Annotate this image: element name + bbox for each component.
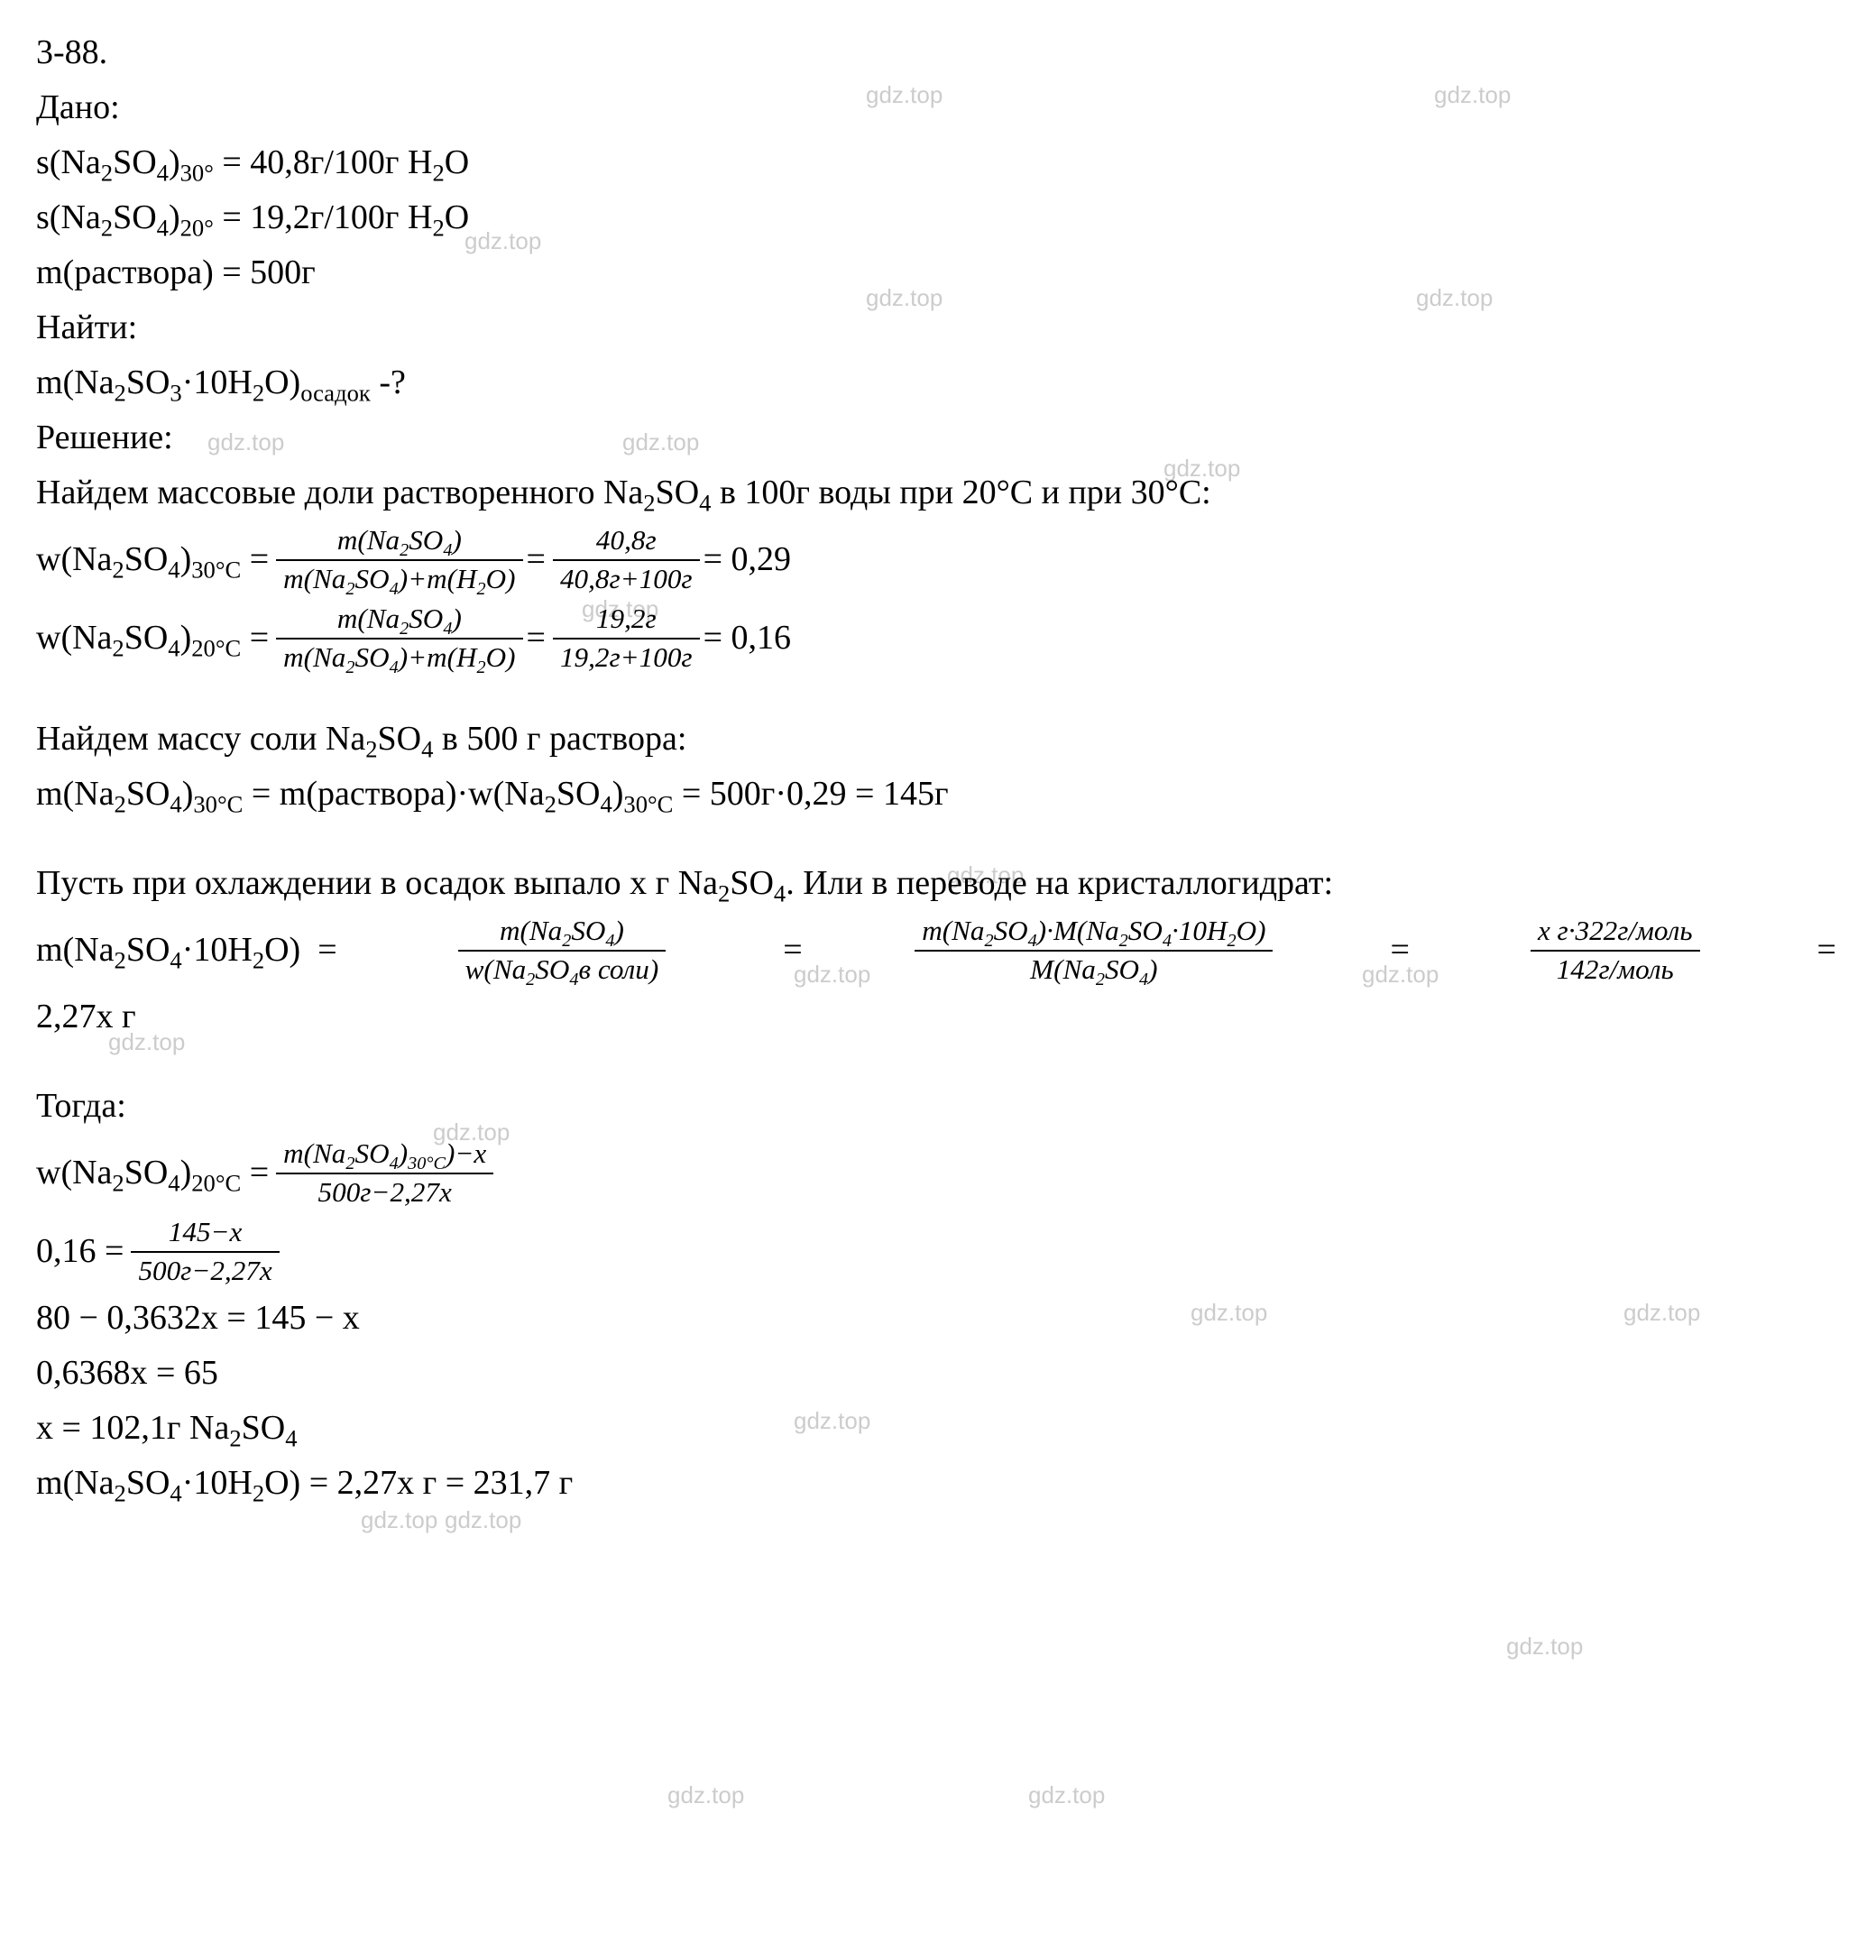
eq-lhs: 0,16 = — [36, 1226, 124, 1277]
problem-number: 3-88. — [36, 27, 1840, 78]
fraction: m(Na2SO4)30°C)−x 500г−2,27х — [276, 1136, 493, 1210]
equation-row: 0,16 = 145−x 500г−2,27х — [36, 1214, 1840, 1289]
denominator: M(Na2SO4) — [915, 952, 1273, 989]
eq-rhs: = 0,16 — [704, 612, 791, 664]
given-label: Дано: — [36, 82, 1840, 133]
denominator: 500г−2,27х — [276, 1174, 493, 1211]
denominator: m(Na2SO4)+m(H2O) — [276, 640, 522, 676]
denominator: 40,8г+100г — [553, 561, 700, 598]
watermark: gdz.top — [445, 1506, 521, 1534]
fraction: 40,8г 40,8г+100г — [553, 522, 700, 597]
eq-mid: = — [527, 534, 546, 585]
denominator: 19,2г+100г — [553, 640, 700, 676]
eq-lhs: w(Na2SO4)20°C = — [36, 612, 269, 664]
eq-mid: = — [1382, 925, 1418, 976]
calc-line: х = 102,1г Na2SO4 — [36, 1403, 1840, 1454]
find-label: Найти: — [36, 302, 1840, 354]
then-label: Тогда: — [36, 1081, 1840, 1132]
fraction: х г·322г/моль 142г/моль — [1531, 913, 1700, 988]
page-root: gdz.top gdz.top gdz.top gdz.top gdz.top … — [36, 27, 1840, 1509]
numerator: m(Na2SO4)30°C)−x — [276, 1136, 493, 1174]
solution-label: Решение: — [36, 412, 1840, 464]
calc-line: 80 − 0,3632х = 145 − х — [36, 1293, 1840, 1344]
watermark: gdz.top — [1028, 1781, 1105, 1809]
watermark: gdz.top — [667, 1781, 744, 1809]
fraction: m(Na2SO4)·M(Na2SO4·10H2O) M(Na2SO4) — [915, 913, 1273, 988]
fraction: 145−x 500г−2,27х — [131, 1214, 279, 1289]
equation-row: m(Na2SO4·10H2O) = m(Na2SO4) w(Na2SO4в со… — [36, 913, 1840, 988]
eq-mid: = — [527, 612, 546, 664]
equation-row: w(Na2SO4)20°C = m(Na2SO4) m(Na2SO4)+m(H2… — [36, 601, 1840, 676]
fraction: 19,2г 19,2г+100г — [553, 601, 700, 676]
numerator: m(Na2SO4) — [276, 522, 522, 561]
eq-mid: = — [775, 925, 803, 976]
numerator: 19,2г — [553, 601, 700, 640]
eq-rhs: = 0,29 — [704, 534, 791, 585]
numerator: х г·322г/моль — [1531, 913, 1700, 952]
equation-row: w(Na2SO4)20°C = m(Na2SO4)30°C)−x 500г−2,… — [36, 1136, 1840, 1210]
calc-line: 0,6368х = 65 — [36, 1348, 1840, 1399]
fraction: m(Na2SO4) m(Na2SO4)+m(H2O) — [276, 601, 522, 676]
numerator: m(Na2SO4) — [458, 913, 667, 952]
watermark: gdz.top — [361, 1506, 437, 1534]
fraction: m(Na2SO4) m(Na2SO4)+m(H2O) — [276, 522, 522, 597]
eq-lhs: w(Na2SO4)20°C = — [36, 1147, 269, 1199]
numerator: m(Na2SO4) — [276, 601, 522, 640]
find-line: m(Na2SO3·10H2O)осадок -? — [36, 357, 1840, 409]
equation-row: w(Na2SO4)30°C = m(Na2SO4) m(Na2SO4)+m(H2… — [36, 522, 1840, 597]
step-text: Пусть при охлаждении в осадок выпало х г… — [36, 858, 1840, 909]
numerator: m(Na2SO4)·M(Na2SO4·10H2O) — [915, 913, 1273, 952]
numerator: 145−x — [131, 1214, 279, 1253]
result-line: m(Na2SO4·10H2O) = 2,27х г = 231,7 г — [36, 1458, 1840, 1509]
denominator: m(Na2SO4)+m(H2O) — [276, 561, 522, 598]
denominator: 142г/моль — [1531, 952, 1700, 989]
denominator: w(Na2SO4в соли) — [458, 952, 667, 989]
step-text: Найдем массовые доли растворенного Na2SO… — [36, 467, 1840, 519]
watermark: gdz.top — [1506, 1633, 1583, 1661]
eq-rhs: = — [1808, 925, 1836, 976]
fraction: m(Na2SO4) w(Na2SO4в соли) — [458, 913, 667, 988]
given-line: s(Na2SO4)30° = 40,8г/100г H2O — [36, 137, 1840, 189]
equation-line: m(Na2SO4)30°C = m(раствора)·w(Na2SO4)30°… — [36, 768, 1840, 820]
equation-tail: 2,27х г — [36, 991, 1840, 1043]
denominator: 500г−2,27х — [131, 1253, 279, 1290]
content-block: 3-88. Дано: s(Na2SO4)30° = 40,8г/100г H2… — [36, 27, 1840, 1509]
given-line: m(раствора) = 500г — [36, 247, 1840, 299]
eq-lhs: w(Na2SO4)30°C = — [36, 534, 269, 585]
numerator: 40,8г — [553, 522, 700, 561]
step-text: Найдем массу соли Na2SO4 в 500 г раствор… — [36, 713, 1840, 765]
given-line: s(Na2SO4)20° = 19,2г/100г H2O — [36, 192, 1840, 244]
eq-lhs: m(Na2SO4·10H2O) = — [36, 925, 345, 976]
